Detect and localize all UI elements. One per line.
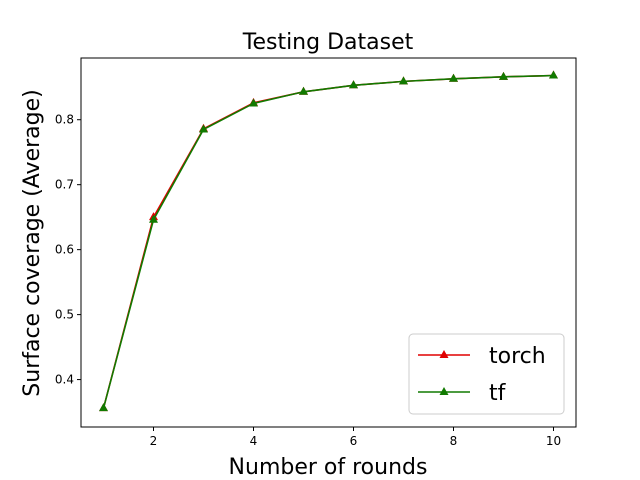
data-point	[349, 80, 358, 89]
y-axis-ticks: 0.4 0.5 0.6 0.7 0.8	[55, 113, 81, 387]
x-axis-label: Number of rounds	[229, 455, 428, 480]
plot-frame	[80, 57, 577, 428]
plot-area	[80, 57, 577, 428]
legend-label-tf: tf	[489, 381, 507, 406]
data-point	[249, 98, 258, 107]
x-tick-label: 6	[350, 434, 358, 448]
x-tick-label: 2	[150, 434, 158, 448]
series-tf	[99, 70, 558, 412]
series-line-tf	[102, 74, 554, 409]
legend: torch tf	[408, 333, 565, 415]
legend-marker-torch	[439, 350, 449, 358]
legend-label-torch: torch	[489, 344, 546, 369]
legend-marker-tf	[439, 387, 449, 395]
y-tick-label: 0.4	[55, 373, 74, 387]
y-tick-label: 0.6	[55, 243, 74, 257]
data-point	[399, 76, 408, 85]
x-tick-label: 8	[450, 434, 458, 448]
data-point	[299, 86, 308, 95]
data-point	[549, 70, 558, 79]
legend-item-torch: torch	[418, 344, 546, 369]
x-axis-ticks: 2 4 6 8 10	[150, 427, 561, 448]
series-layer	[99, 70, 558, 412]
data-point	[449, 73, 458, 82]
y-tick-label: 0.8	[55, 113, 74, 127]
data-point	[199, 124, 208, 133]
data-point	[149, 214, 158, 223]
y-axis-label: Surface coverage (Average)	[20, 89, 45, 396]
y-tick-label: 0.7	[55, 178, 74, 192]
y-tick-label: 0.5	[55, 308, 74, 322]
data-point	[99, 403, 108, 412]
x-tick-label: 10	[546, 434, 561, 448]
legend-item-tf: tf	[418, 381, 507, 406]
data-point	[499, 71, 508, 80]
chart-title: Testing Dataset	[242, 30, 414, 55]
x-tick-label: 4	[250, 434, 258, 448]
